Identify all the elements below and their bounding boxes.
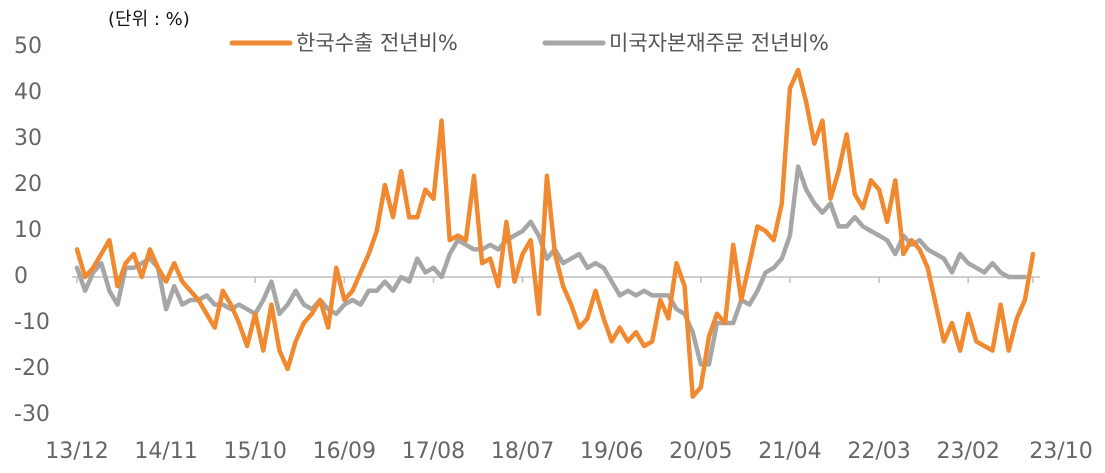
series-line	[74, 164, 1028, 367]
x-tick-label: 16/09	[313, 439, 376, 464]
x-tick-label: 23/10	[1029, 439, 1092, 464]
x-tick-label: 17/08	[402, 439, 465, 464]
x-tick-label: 21/04	[758, 439, 821, 464]
y-tick-label: 50	[14, 34, 42, 59]
y-tick-label: 10	[14, 218, 42, 243]
x-tick-label: 14/11	[134, 439, 197, 464]
legend-label: 한국수출 전년비%	[296, 31, 458, 55]
x-tick-label: 13/12	[45, 439, 108, 464]
unit-label: (단위 : %)	[108, 9, 190, 30]
x-tick-label: 15/10	[224, 439, 287, 464]
y-tick-label: 20	[14, 172, 42, 197]
y-tick-label: -20	[14, 356, 50, 381]
x-tick-label: 22/03	[847, 439, 910, 464]
y-tick-label: 30	[14, 126, 42, 151]
legend-label: 미국자본재주문 전년비%	[609, 31, 829, 55]
x-tick-label: 23/02	[936, 439, 999, 464]
y-tick-label: 40	[14, 80, 42, 105]
y-tick-label: -30	[14, 402, 50, 427]
x-tick-label: 20/05	[669, 439, 732, 464]
y-tick-label: -10	[14, 310, 50, 335]
series-line	[74, 67, 1036, 399]
x-tick-label: 19/06	[580, 439, 643, 464]
y-tick-label: 0	[14, 264, 28, 289]
x-tick-label: 18/07	[491, 439, 554, 464]
